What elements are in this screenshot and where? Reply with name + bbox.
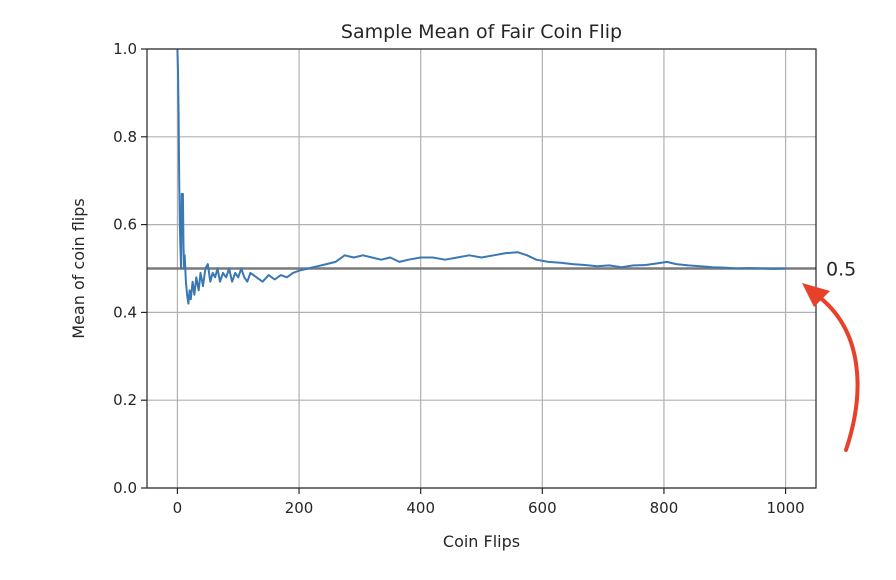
chart-title: Sample Mean of Fair Coin Flip	[341, 21, 622, 43]
y-axis-label: Mean of coin flips	[69, 198, 88, 338]
y-tick-label: 1.0	[113, 40, 137, 58]
annotation-arrowhead	[802, 283, 830, 307]
x-tick-label: 400	[406, 499, 435, 517]
x-axis-label: Coin Flips	[443, 532, 520, 551]
x-tick-label: 600	[528, 499, 557, 517]
x-tick-label: 1000	[766, 499, 804, 517]
y-tick-label: 0.8	[113, 128, 137, 146]
x-tick-label: 800	[650, 499, 679, 517]
y-tick-label: 0.0	[113, 479, 137, 497]
y-tick-label: 0.6	[113, 216, 137, 234]
x-tick-label: 200	[285, 499, 314, 517]
y-tick-label: 0.2	[113, 391, 137, 409]
annotation-label: 0.5	[826, 259, 856, 281]
x-tick-label: 0	[173, 499, 183, 517]
ticks: 0 200 400 600 800 1000 0.0 0.2 0.4 0.6 0.8 1.0	[113, 40, 805, 517]
series-layer	[176, 48, 786, 305]
annotation-arrow	[816, 294, 860, 452]
plot-frame	[146, 48, 817, 489]
y-tick-label: 0.4	[113, 303, 137, 321]
series-line	[176, 48, 786, 305]
